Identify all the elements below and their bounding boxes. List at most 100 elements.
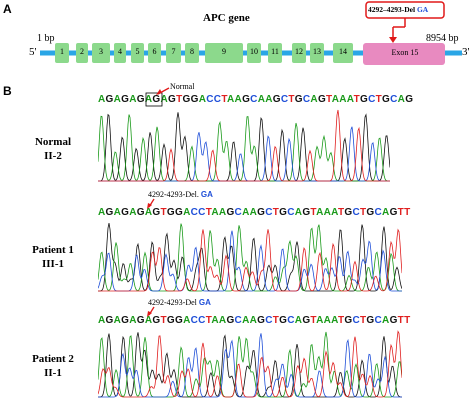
exon-11-label: 11	[271, 47, 279, 56]
row-3-annotation-text: 4292-4293-Del	[148, 298, 197, 307]
base: A	[113, 94, 122, 105]
base: A	[113, 207, 122, 218]
base: A	[218, 315, 227, 326]
base: T	[176, 94, 183, 105]
base: T	[326, 94, 332, 105]
base: A	[129, 207, 137, 218]
base: A	[294, 207, 303, 218]
mutation-label-prefix: 4292–4293-Del	[368, 5, 416, 14]
base: A	[144, 207, 153, 218]
base: G	[279, 315, 288, 326]
base: C	[198, 315, 206, 326]
base: G	[317, 94, 327, 105]
base: C	[374, 207, 383, 218]
base: C	[265, 315, 273, 326]
base: A	[316, 207, 324, 218]
row-2-annotation-bases: GA	[200, 190, 213, 199]
base: C	[352, 315, 360, 326]
patient1-arrow	[148, 198, 155, 208]
row-2-label-line1: Patient 1	[32, 244, 74, 256]
row-3-label-line2: II-1	[44, 367, 62, 379]
base: A	[129, 315, 137, 326]
base: G	[152, 207, 161, 218]
base: A	[249, 207, 258, 218]
base: G	[257, 315, 266, 326]
row-2-chromatogram	[98, 223, 402, 292]
base: G	[344, 207, 353, 218]
base: T	[310, 315, 317, 326]
base: A	[323, 315, 332, 326]
exon-10	[247, 43, 261, 63]
base: T	[205, 207, 212, 218]
patient2-arrow	[148, 306, 155, 316]
base: G	[366, 315, 375, 326]
base: T	[359, 315, 367, 326]
base: G	[382, 94, 391, 105]
base: C	[368, 94, 376, 105]
base: G	[168, 94, 177, 105]
exon-15	[363, 43, 445, 65]
base: A	[234, 94, 243, 105]
exon-4	[114, 43, 126, 63]
trace-T	[98, 109, 390, 182]
base: G	[105, 315, 114, 326]
base: A	[98, 315, 106, 326]
row-1-annotation-text: Normal	[170, 82, 195, 91]
row-1-label-line2: II-2	[44, 150, 62, 162]
base: C	[190, 315, 199, 326]
base: C	[190, 207, 199, 218]
base: A	[397, 94, 406, 105]
end-bp-label: 8954 bp	[426, 33, 459, 44]
base: C	[280, 94, 289, 105]
base: C	[198, 207, 206, 218]
row-3-label-line1: Patient 2	[32, 353, 74, 365]
base: A	[144, 315, 153, 326]
exon-14	[333, 43, 353, 63]
base: T	[272, 315, 280, 326]
base: T	[404, 207, 411, 218]
exon-5-label: 5	[135, 47, 140, 56]
exon-9	[205, 43, 243, 63]
base: T	[375, 94, 383, 105]
mutation-label-bases: GA	[416, 5, 429, 14]
base: T	[337, 207, 345, 218]
base: C	[374, 315, 383, 326]
trace-C	[98, 126, 390, 182]
base: A	[323, 207, 332, 218]
base: G	[121, 315, 130, 326]
base: A	[265, 94, 273, 105]
row-1-sequence: AGAGAGAGAGTGGACCTAAGCAAGCTGCAGTAAATGCTGC…	[98, 94, 413, 105]
base: A	[242, 207, 250, 218]
base: G	[302, 315, 311, 326]
mutation-arrow-head	[389, 37, 397, 43]
base: C	[234, 315, 243, 326]
base: C	[352, 207, 360, 218]
base: G	[152, 94, 161, 105]
row-3-annotation: 4292-4293-Del GA	[148, 298, 211, 307]
base: A	[249, 315, 258, 326]
base: G	[242, 94, 251, 105]
base: T	[221, 94, 227, 105]
base: T	[160, 207, 167, 218]
base: A	[331, 94, 340, 105]
row-1-annotation: Normal	[170, 82, 194, 91]
exon-1	[55, 43, 69, 63]
base: G	[190, 94, 199, 105]
exon-8-label: 8	[190, 47, 194, 56]
base: G	[121, 207, 130, 218]
base: A	[211, 207, 219, 218]
start-bp-label: 1 bp	[37, 33, 55, 44]
exon-7	[166, 43, 181, 63]
exon-13-label: 13	[313, 47, 321, 56]
base: A	[113, 315, 122, 326]
base: G	[359, 94, 369, 105]
exon-9-label: 9	[222, 47, 226, 56]
base: T	[353, 94, 360, 105]
row-1-chromatogram	[98, 109, 390, 182]
base: A	[331, 207, 338, 218]
base: G	[136, 207, 145, 218]
base: G	[121, 94, 130, 105]
base: T	[288, 94, 295, 105]
row-2-annotation: 4292-4293-Del. GA	[148, 190, 213, 199]
base: T	[160, 315, 167, 326]
